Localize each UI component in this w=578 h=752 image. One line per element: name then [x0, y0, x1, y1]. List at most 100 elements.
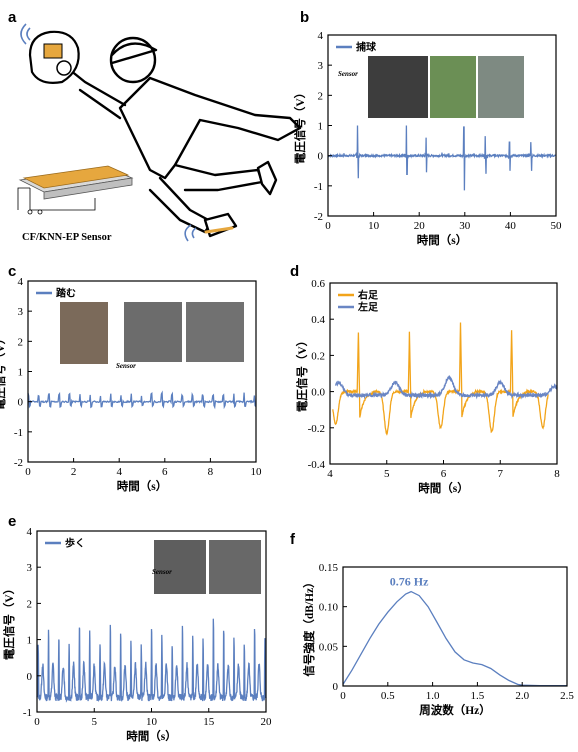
y-tick-label: 0	[318, 151, 324, 163]
panel-letter-c: c	[8, 263, 16, 280]
x-tick-label: 10	[368, 220, 380, 232]
photo-label-b: Sensor	[338, 70, 358, 78]
y-tick-label: -2	[314, 211, 323, 223]
leg-right	[173, 163, 264, 192]
x-tick-label: 15	[203, 716, 215, 728]
photo-insole	[60, 302, 108, 364]
y-axis-label: 電圧信号（V）	[295, 335, 309, 412]
y-tick-label: 0	[333, 681, 339, 693]
plot-frame	[342, 566, 568, 687]
y-tick-label: 2	[27, 598, 33, 610]
y-tick-label: 1	[27, 635, 33, 647]
panel-letter-e: e	[8, 513, 16, 530]
x-tick-label: 30	[459, 220, 471, 232]
y-tick-label: 0.15	[319, 562, 339, 574]
ball	[56, 60, 72, 76]
x-tick-label: 1.5	[471, 690, 485, 702]
y-tick-label: 4	[27, 526, 33, 538]
y-axis-label: 電圧信号（V）	[293, 87, 307, 164]
y-tick-label: 2	[18, 336, 24, 348]
x-tick-label: 0	[25, 466, 31, 478]
series-line-捕球	[327, 125, 557, 191]
panel-letter-f: f	[290, 531, 296, 548]
panel-letter-b: b	[300, 9, 309, 26]
x-axis-label: 時間（s）	[126, 729, 176, 743]
x-tick-label: 8	[208, 466, 214, 478]
x-tick-label: 2.5	[560, 690, 574, 702]
series-line-踏む	[27, 390, 257, 410]
x-axis-label: 周波数（Hz）	[419, 703, 491, 717]
y-tick-label: 3	[18, 306, 24, 318]
y-axis-label: 信号強度（dB/Hz）	[302, 576, 316, 676]
photos-b: Sensor	[338, 56, 524, 118]
x-axis-label: 時間（s）	[117, 479, 167, 493]
x-tick-label: 10	[146, 716, 158, 728]
y-tick-label: 0.4	[311, 314, 325, 326]
photos-e: Sensor	[152, 540, 261, 594]
y-tick-label: 0.2	[311, 350, 325, 362]
x-tick-label: 20	[261, 716, 273, 728]
x-tick-label: 2	[71, 466, 77, 478]
y-tick-label: -2	[14, 457, 23, 469]
chart-d: 4 5 6 7 8 -0.4 -0.2 0.0 0.2 0.4 0.6 時間（s） 電圧信号（V） 右足左…	[295, 278, 560, 495]
y-tick-label: 0.10	[319, 602, 339, 614]
y-tick-label: 0.05	[319, 641, 339, 653]
photo-shoe-2	[186, 302, 244, 362]
y-tick-label: -1	[14, 427, 23, 439]
series-line-歩く	[36, 618, 267, 703]
photo-walk-1	[154, 540, 206, 594]
x-tick-label: 5	[384, 468, 390, 480]
pitcher-illustration	[68, 36, 302, 238]
y-tick-label: 0	[18, 397, 24, 409]
y-tick-label: 0.0	[311, 387, 325, 399]
chart-f: 0 0.5 1.0 1.5 2.0 2.5 0 0.05 0.10 0.15 周波数（Hz） 信号強度…	[302, 562, 574, 717]
y-tick-label: 1	[18, 367, 24, 379]
x-tick-label: 5	[92, 716, 98, 728]
y-tick-label: 4	[18, 276, 24, 288]
x-tick-label: 1.0	[426, 690, 440, 702]
wireless-icon-shoe	[184, 224, 197, 242]
y-tick-label: -1	[314, 181, 323, 193]
photos-c: Sensor	[60, 302, 244, 370]
legend-entry: 左足	[357, 301, 379, 314]
x-tick-label: 6	[162, 466, 168, 478]
sensor-device: CF/KNN-EP Sensor	[17, 165, 134, 243]
photo-glove-2	[430, 56, 476, 118]
y-axis-label: 電圧信号（V）	[0, 333, 7, 410]
series-line-右足	[332, 322, 549, 436]
x-tick-label: 20	[414, 220, 426, 232]
x-tick-label: 6	[441, 468, 447, 480]
y-axis-label: 電圧信号（V）	[2, 583, 16, 660]
torso	[118, 76, 302, 180]
y-tick-label: 4	[318, 30, 324, 42]
x-axis-label: 時間（s）	[418, 481, 468, 495]
y-tick-label: -0.4	[308, 459, 326, 471]
photo-shoe-1	[124, 302, 182, 362]
y-tick-label: 3	[27, 562, 33, 574]
y-tick-label: 0	[27, 671, 33, 683]
x-tick-label: 0	[325, 220, 331, 232]
x-axis-label: 時間（s）	[417, 233, 467, 247]
photo-walk-2	[209, 540, 261, 594]
series-line	[342, 590, 567, 687]
y-tick-label: -1	[23, 707, 32, 719]
chart-b: 0 10 20 30 40 50 -2 -1 0 1 2 3 4 時間（s） 電圧信号（V） 捕球	[293, 30, 562, 247]
x-tick-label: 4	[116, 466, 122, 478]
x-tick-label: 40	[505, 220, 517, 232]
y-tick-label: 1	[318, 121, 324, 133]
legend-entry: 踏む	[56, 287, 76, 300]
panel-letter-a: a	[8, 9, 17, 26]
y-tick-label: 2	[318, 90, 324, 102]
photo-label-e: Sensor	[152, 568, 172, 576]
sensor-label: CF/KNN-EP Sensor	[22, 232, 112, 243]
cap	[110, 42, 158, 65]
x-tick-label: 7	[498, 468, 504, 480]
x-tick-label: 8	[554, 468, 560, 480]
glove-sensor	[43, 43, 63, 59]
x-tick-label: 2.0	[515, 690, 529, 702]
x-tick-label: 0.5	[381, 690, 395, 702]
legend-entry: 歩く	[65, 537, 85, 550]
